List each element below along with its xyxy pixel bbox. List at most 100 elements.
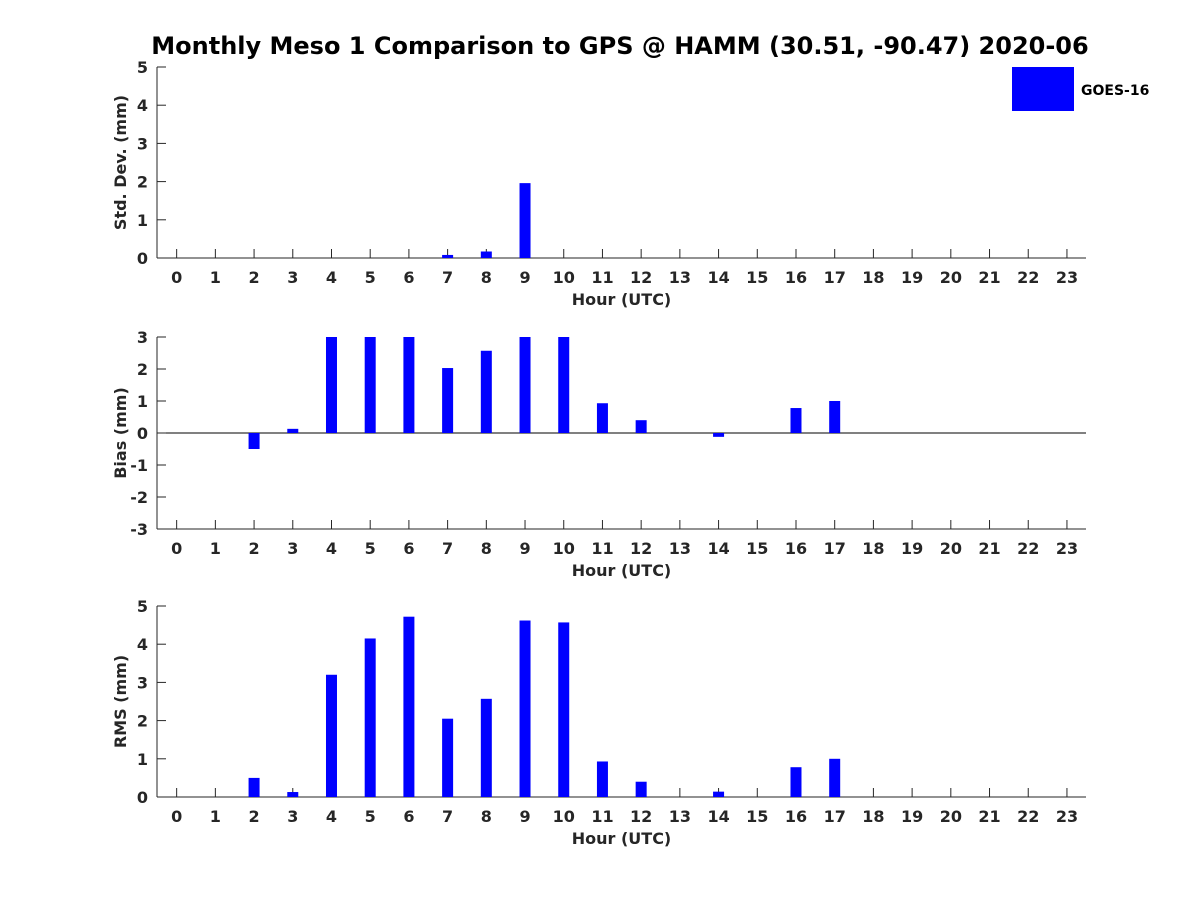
bar-hour-8 [480, 350, 492, 433]
x-tick-label: 9 [519, 539, 530, 558]
x-tick-label: 8 [481, 807, 492, 826]
bar-hour-17 [829, 758, 841, 797]
x-tick-label: 14 [707, 807, 729, 826]
y-tick-label: 1 [137, 211, 148, 230]
bar-hour-8 [480, 251, 492, 258]
y-tick-label: 5 [137, 58, 148, 77]
bar-hour-8 [480, 698, 492, 797]
x-tick-label: 2 [249, 268, 260, 287]
x-tick-label: 8 [481, 268, 492, 287]
x-axis-label: Hour (UTC) [572, 561, 672, 580]
y-tick-label: 0 [137, 424, 148, 443]
x-tick-label: 10 [553, 807, 575, 826]
x-tick-label: 16 [785, 807, 807, 826]
y-tick-label: -3 [130, 520, 148, 539]
y-axis-label: Std. Dev. (mm) [111, 95, 130, 230]
x-tick-label: 7 [442, 539, 453, 558]
x-tick-label: 5 [365, 539, 376, 558]
x-tick-label: 12 [630, 268, 652, 287]
x-tick-label: 22 [1017, 539, 1039, 558]
x-tick-label: 9 [519, 268, 530, 287]
bar-hour-6 [403, 616, 415, 797]
x-tick-label: 4 [326, 807, 337, 826]
bar-hour-4 [325, 337, 337, 433]
x-axis-label: Hour (UTC) [572, 829, 672, 848]
bar-hour-3 [287, 792, 299, 797]
legend-label: GOES-16 [1081, 83, 1149, 99]
x-tick-label: 3 [287, 268, 298, 287]
x-tick-label: 14 [707, 539, 729, 558]
x-tick-label: 18 [862, 268, 884, 287]
x-tick-label: 11 [591, 268, 613, 287]
bar-hour-9 [519, 183, 531, 258]
x-tick-label: 20 [940, 539, 962, 558]
bar-hour-4 [325, 674, 337, 797]
y-tick-label: 4 [137, 635, 148, 654]
x-tick-label: 17 [824, 268, 846, 287]
x-tick-label: 7 [442, 268, 453, 287]
y-tick-label: 1 [137, 750, 148, 769]
bar-hour-16 [790, 767, 802, 797]
x-tick-label: 17 [824, 807, 846, 826]
x-tick-label: 5 [365, 268, 376, 287]
x-tick-label: 22 [1017, 807, 1039, 826]
bar-hour-14 [713, 791, 725, 797]
x-tick-label: 20 [940, 807, 962, 826]
y-tick-label: 0 [137, 788, 148, 807]
bar-hour-10 [558, 622, 570, 797]
x-tick-label: 20 [940, 268, 962, 287]
x-tick-label: 0 [171, 807, 182, 826]
x-tick-label: 9 [519, 807, 530, 826]
x-tick-label: 6 [403, 268, 414, 287]
bar-hour-9 [519, 620, 531, 797]
bar-hour-10 [558, 337, 570, 433]
legend: GOES-16 [1012, 67, 1149, 111]
y-tick-label: 5 [137, 597, 148, 616]
x-tick-label: 6 [403, 807, 414, 826]
x-tick-label: 15 [746, 539, 768, 558]
y-tick-label: 2 [137, 712, 148, 731]
y-axis-label: Bias (mm) [111, 387, 130, 479]
x-tick-label: 13 [669, 539, 691, 558]
x-tick-label: 23 [1056, 268, 1078, 287]
x-tick-label: 21 [978, 539, 1000, 558]
x-tick-label: 1 [210, 268, 221, 287]
bar-hour-14 [713, 433, 725, 437]
y-tick-label: 2 [137, 173, 148, 192]
bar-hour-7 [442, 254, 454, 258]
x-tick-label: 14 [707, 268, 729, 287]
x-tick-label: 16 [785, 539, 807, 558]
x-tick-label: 19 [901, 268, 923, 287]
bar-hour-17 [829, 401, 841, 433]
bar-hour-5 [364, 638, 376, 797]
x-tick-label: 1 [210, 539, 221, 558]
x-tick-label: 12 [630, 539, 652, 558]
x-tick-label: 21 [978, 268, 1000, 287]
bar-hour-7 [442, 368, 454, 433]
x-tick-label: 19 [901, 539, 923, 558]
bar-hour-2 [248, 777, 260, 797]
x-tick-label: 13 [669, 807, 691, 826]
bar-hour-5 [364, 337, 376, 433]
x-tick-label: 8 [481, 539, 492, 558]
y-tick-label: 3 [137, 134, 148, 153]
legend-swatch [1012, 67, 1074, 111]
x-axis-label: Hour (UTC) [572, 290, 672, 309]
bar-hour-3 [287, 428, 299, 433]
x-tick-label: 13 [669, 268, 691, 287]
chart-title: Monthly Meso 1 Comparison to GPS @ HAMM … [151, 32, 1088, 60]
x-tick-label: 4 [326, 539, 337, 558]
bar-hour-7 [442, 718, 454, 797]
bar-hour-6 [403, 337, 415, 433]
x-tick-label: 6 [403, 539, 414, 558]
y-tick-label: 1 [137, 392, 148, 411]
x-tick-label: 3 [287, 807, 298, 826]
y-tick-label: 0 [137, 249, 148, 268]
x-tick-label: 10 [553, 268, 575, 287]
